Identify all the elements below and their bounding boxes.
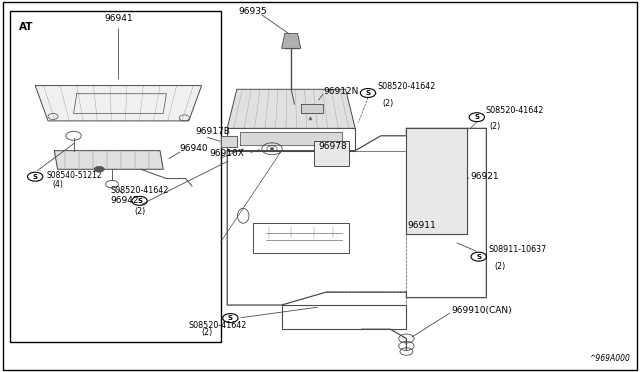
Text: 96912N: 96912N (323, 87, 358, 96)
Text: 96942: 96942 (111, 196, 139, 205)
Text: S08911-10637: S08911-10637 (488, 246, 547, 254)
Bar (10, 11, 221, 342)
Text: 96911: 96911 (407, 221, 436, 230)
Text: S: S (365, 90, 371, 96)
Text: (2): (2) (382, 99, 394, 108)
Polygon shape (406, 128, 467, 234)
Text: 969910(CAN): 969910(CAN) (451, 306, 512, 315)
Text: S08520-41642: S08520-41642 (378, 82, 436, 91)
Text: S08520-41642: S08520-41642 (110, 186, 169, 195)
Polygon shape (282, 33, 301, 48)
Polygon shape (35, 86, 202, 121)
Circle shape (270, 148, 274, 150)
Bar (314, 141, 349, 166)
Text: 96935: 96935 (239, 7, 267, 16)
Text: ^969A000: ^969A000 (589, 354, 630, 363)
Text: (2): (2) (134, 207, 145, 216)
Text: S08540-51212: S08540-51212 (47, 171, 102, 180)
Text: 96921: 96921 (470, 172, 499, 181)
Text: S08520-41642: S08520-41642 (485, 106, 543, 115)
Polygon shape (301, 104, 323, 113)
Text: 96917B: 96917B (195, 127, 230, 136)
Text: S: S (474, 114, 479, 120)
Polygon shape (221, 136, 237, 147)
Text: 96940: 96940 (179, 144, 208, 153)
Text: S: S (228, 315, 233, 321)
Text: S08520-41642: S08520-41642 (189, 321, 247, 330)
Polygon shape (54, 151, 163, 169)
Text: AT: AT (19, 22, 34, 32)
Text: S: S (476, 254, 481, 260)
Text: (2): (2) (494, 262, 506, 271)
Polygon shape (227, 89, 355, 128)
Text: S: S (137, 198, 142, 204)
Text: (2): (2) (490, 122, 501, 131)
Polygon shape (240, 132, 342, 145)
Text: (2): (2) (202, 328, 213, 337)
Text: 96910X: 96910X (210, 149, 244, 158)
Circle shape (94, 166, 104, 172)
Text: 96941: 96941 (104, 14, 132, 23)
Text: S: S (33, 174, 38, 180)
Text: 96978: 96978 (318, 142, 347, 151)
Text: (4): (4) (52, 180, 63, 189)
